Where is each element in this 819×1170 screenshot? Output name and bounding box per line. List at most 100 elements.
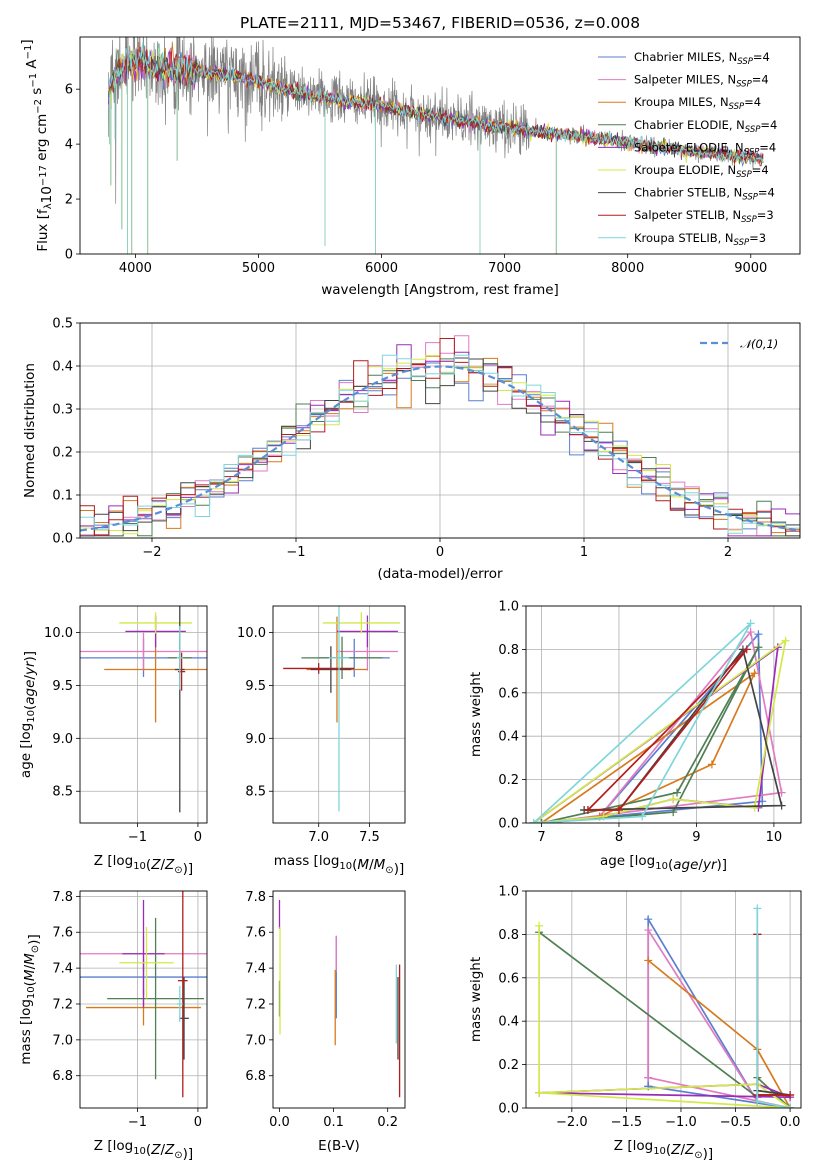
y-tick-label: 6.8 (245, 1069, 266, 1084)
weight-marker-kroupa-stelib (638, 812, 647, 821)
y-tick-label: 0.6 (498, 686, 519, 701)
weight-marker-chabrier-elodie (754, 643, 763, 652)
weight-marker-kroupa-stelib (786, 1104, 795, 1108)
x-tick-label: −1.5 (611, 1115, 643, 1130)
histogram-kroupa-stelib (80, 354, 800, 537)
weight-line-salpeter-stelib (587, 648, 748, 811)
weight-marker-kroupa-stelib (753, 904, 762, 913)
x-tick-label: 7000 (488, 261, 521, 276)
axes-frame (79, 605, 208, 824)
x-axis-label: mass [log10(M/M⊙)] (274, 853, 404, 877)
weight-marker-chabrier-elodie (669, 808, 678, 817)
legend-label-salpeter-elodie: Salpeter ELODIE, NSSP=4 (634, 140, 776, 157)
y-axis-label: mass weight (468, 672, 484, 757)
weight-marker-chabrier-elodie (673, 788, 682, 797)
y-tick-label: 0.2 (498, 1058, 519, 1073)
plot-area (283, 606, 400, 812)
panel-weight_vs_age: 7 8 9 10 0.0 0.2 0.4 0.6 0.8 1.0 age [log10(age/yr… (468, 600, 802, 873)
x-tick-label: 0 (436, 545, 444, 560)
y-tick-label: 8.5 (245, 785, 266, 800)
y-tick-label: 0.0 (52, 532, 73, 547)
legend-label-chabrier-stelib: Chabrier STELIB, NSSP=4 (634, 186, 775, 203)
x-tick-label: −2 (142, 545, 161, 560)
x-axis-label: E(B-V) (318, 1138, 360, 1154)
y-tick-label: 7.4 (52, 962, 73, 977)
x-tick-label: 7.0 (308, 830, 329, 845)
y-tick-label: 7.2 (245, 997, 266, 1012)
panel-residuals: −2 −1 0 1 2 0.0 0.1 0.2 0.3 0.4 0.5 (data-model)/er… (22, 317, 801, 582)
histogram-salpeter-stelib (80, 338, 800, 536)
panel-mass_vs_Z: −1 0 6.8 7.0 7.2 7.4 7.6 7.8 Z [log10(Z/Z⊙)] mass… (18, 890, 208, 1162)
y-tick-label: 0.0 (498, 817, 519, 832)
panel-weight_vs_Z: −2.0 −1.5 −1.0 −0.5 0.0 0.0 0.2 0.4 0.6 0.8 1.0 Z [… (468, 885, 802, 1162)
axes-frame (525, 890, 802, 1109)
y-tick-label: 0.0 (498, 1102, 519, 1117)
spectrum-model-kroupa-stelib (107, 41, 764, 254)
weight-marker-salpeter-stelib (583, 805, 592, 814)
x-tick-label: 9000 (734, 261, 767, 276)
weight-marker-chabrier-miles (754, 630, 763, 639)
legend-label-salpeter-stelib: Salpeter STELIB, NSSP=3 (634, 208, 774, 225)
y-axis-label: age [log10(age/yr)] (18, 651, 38, 778)
x-tick-label: 5000 (242, 261, 275, 276)
x-tick-label: 8 (615, 830, 623, 845)
weight-marker-kroupa-elodie (535, 1088, 544, 1097)
y-tick-label: 2 (65, 193, 73, 208)
y-tick-label: 0.3 (52, 403, 73, 418)
panel-age_vs_Z: −1 0 8.5 9.0 9.5 10.0 Z [log10(Z/Z⊙)] age [log1… (18, 605, 208, 877)
plot-area (529, 619, 790, 823)
y-tick-label: 0.1 (52, 489, 73, 504)
x-tick-label: −2.0 (556, 1115, 588, 1130)
y-tick-label: 10.0 (44, 626, 73, 641)
y-tick-label: 9.0 (52, 732, 73, 747)
x-tick-label: 6000 (365, 261, 398, 276)
y-tick-label: 4 (65, 138, 73, 153)
weight-marker-chabrier-miles (644, 915, 653, 924)
x-tick-label: 0.0 (780, 1115, 801, 1130)
x-axis-label: age [log10(age/yr)] (600, 853, 727, 873)
y-tick-label: 7.4 (245, 962, 266, 977)
weight-line-kroupa-elodie (533, 638, 787, 823)
y-tick-label: 1.0 (498, 600, 519, 615)
weight-marker-salpeter-miles (644, 1073, 653, 1082)
x-tick-label: −0.5 (720, 1115, 752, 1130)
y-tick-label: 0.8 (498, 643, 519, 658)
weight-marker-salpeter-miles (746, 628, 755, 637)
weight-marker-salpeter-stelib (786, 1090, 795, 1099)
axes-frame (79, 322, 801, 539)
y-tick-label: 0.6 (498, 971, 519, 986)
y-axis-label: Normed distribution (22, 363, 38, 498)
axes-frame (79, 890, 208, 1109)
figure-title: PLATE=2111, MJD=53467, FIBERID=0536, z=0… (240, 14, 640, 32)
x-tick-label: −1 (286, 545, 305, 560)
plot-area (278, 899, 401, 1098)
y-tick-label: 6.8 (52, 1069, 73, 1084)
x-tick-label: −1 (128, 1115, 147, 1130)
y-tick-label: 6 (65, 83, 73, 98)
x-axis-label: Z [log10(Z/Z⊙)] (614, 1138, 713, 1162)
x-axis-label: Z [log10(Z/Z⊙)] (94, 1138, 193, 1162)
weight-marker-kroupa-elodie (535, 921, 544, 930)
x-tick-label: 2 (724, 545, 732, 560)
axes-frame (525, 605, 802, 824)
x-tick-label: 0.2 (377, 1115, 398, 1130)
legend-label-kroupa-stelib: Kroupa STELIB, NSSP=3 (634, 231, 766, 248)
y-tick-label: 0.4 (498, 1015, 519, 1030)
x-tick-label: 10 (766, 830, 783, 845)
y-tick-label: 7.2 (52, 997, 73, 1012)
x-tick-label: 1 (580, 545, 588, 560)
y-tick-label: 0.8 (498, 928, 519, 943)
weight-marker-kroupa-miles (644, 956, 653, 965)
weight-marker-kroupa-elodie (669, 795, 678, 804)
legend-label-salpeter-miles: Salpeter MILES, NSSP=4 (634, 73, 769, 90)
y-tick-label: 0 (65, 248, 73, 263)
x-tick-label: 4000 (119, 261, 152, 276)
x-tick-label: 7.5 (359, 830, 380, 845)
x-axis-label: wavelength [Angstrom, rest frame] (321, 282, 559, 298)
y-tick-label: 9.0 (245, 732, 266, 747)
x-tick-label: 0.1 (323, 1115, 344, 1130)
axes-frame (272, 890, 406, 1109)
panel-age_vs_mass: 7.0 7.5 8.5 9.0 9.5 10.0 mass [log10(M/M⊙)] (237, 605, 406, 877)
weight-marker-kroupa-elodie (750, 803, 759, 812)
